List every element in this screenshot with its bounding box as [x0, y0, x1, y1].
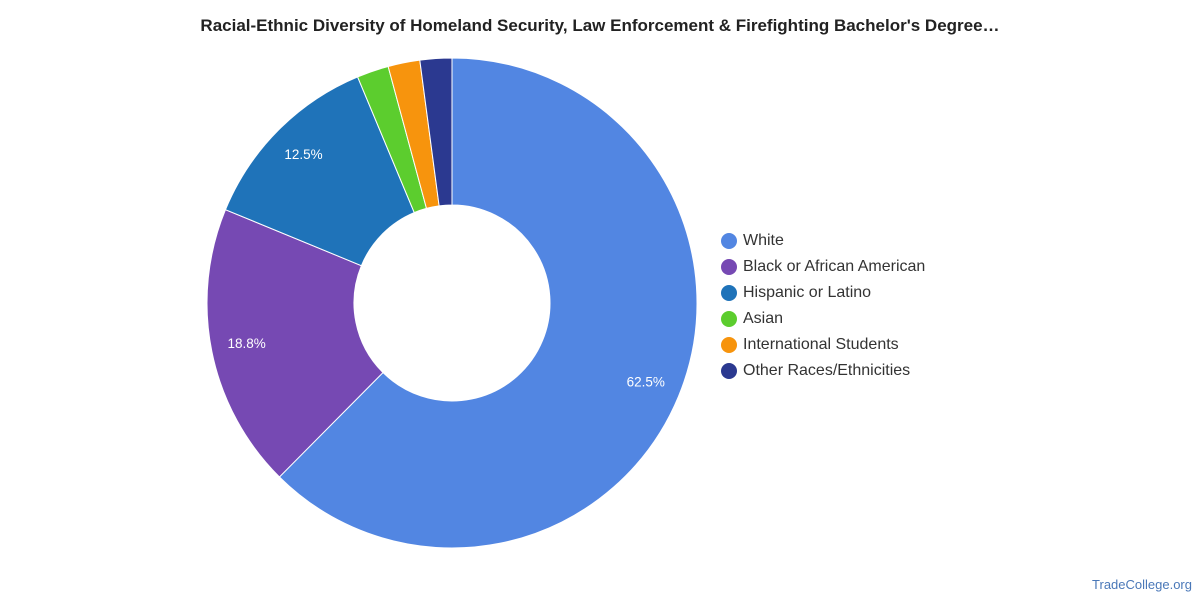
slice-hispanic-or-latino [224, 76, 415, 267]
chart-legend: White Black or African American Hispanic o… [721, 228, 925, 384]
legend-item[interactable]: Other Races/Ethnicities [721, 358, 925, 384]
legend-label: Asian [743, 310, 784, 327]
legend-item[interactable]: Hispanic or Latino [721, 280, 925, 306]
legend-marker [721, 233, 737, 249]
legend-label: Hispanic or Latino [743, 284, 872, 301]
legend-marker [721, 363, 737, 379]
legend-label: Black or African American [743, 258, 926, 275]
legend-label: White [743, 232, 784, 249]
data-label-white: 62.5% [627, 374, 665, 389]
legend-marker [721, 337, 737, 353]
legend-item[interactable]: Asian [721, 306, 925, 332]
legend-item[interactable]: International Students [721, 332, 925, 358]
legend-marker [721, 311, 737, 327]
chart-title: Racial-Ethnic Diversity of Homeland Secu… [200, 16, 1000, 35]
data-label-hispanic-or-latino: 12.5% [284, 147, 322, 162]
legend-item[interactable]: Black or African American [721, 254, 925, 280]
slice-other-races-ethnicities [419, 57, 453, 207]
legend-marker [721, 285, 737, 301]
legend-item[interactable]: White [721, 228, 925, 254]
slice-white [278, 57, 698, 549]
data-label-black-or-african-american: 18.8% [228, 336, 266, 351]
slice-black-or-african-american [206, 209, 384, 478]
legend-label: Other Races/Ethnicities [743, 362, 911, 379]
legend-marker [721, 259, 737, 275]
legend-label: International Students [743, 336, 899, 353]
watermark: TradeCollege.org [1092, 577, 1192, 592]
